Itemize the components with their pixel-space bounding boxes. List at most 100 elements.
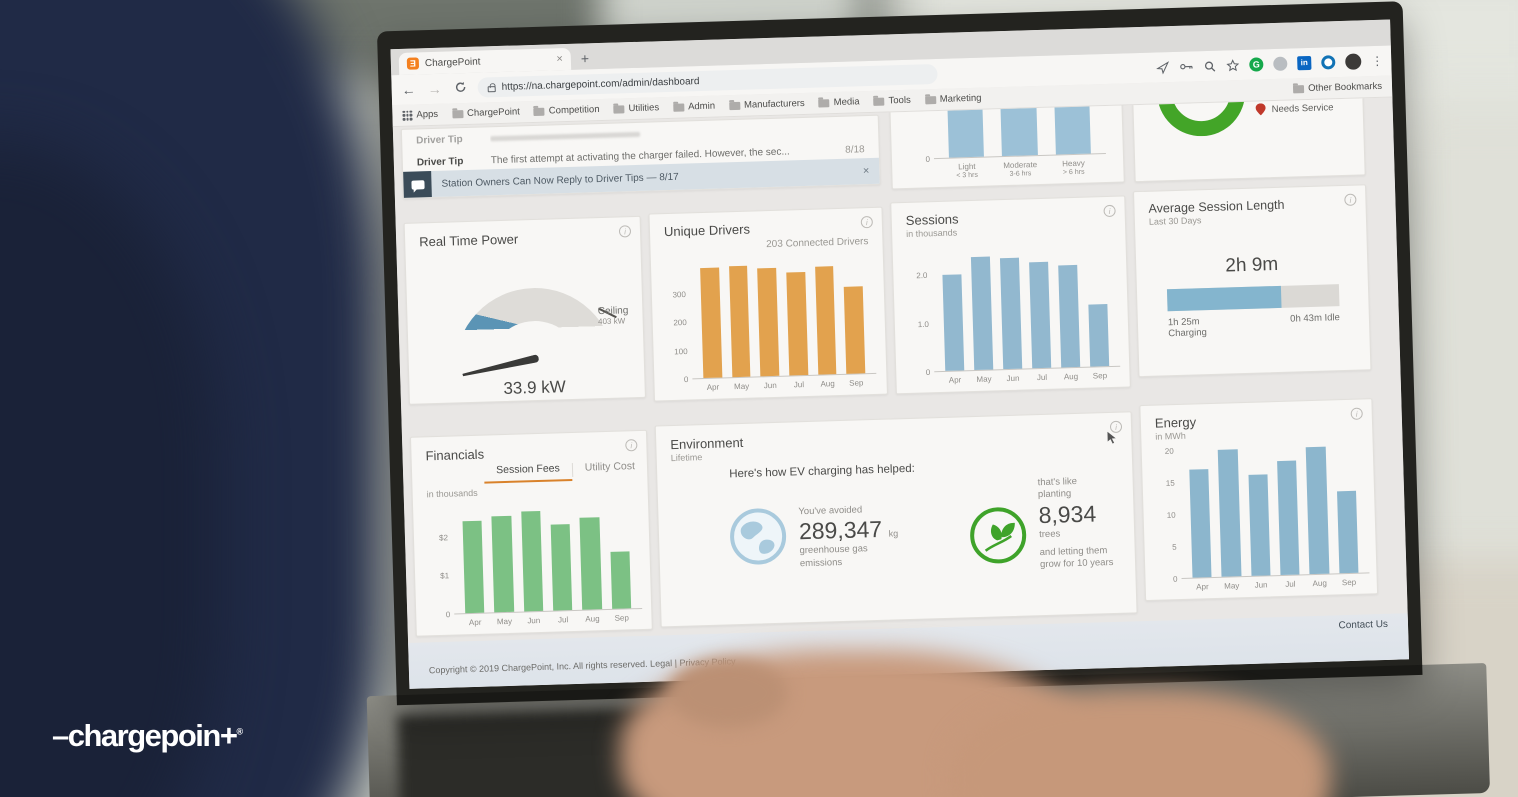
legend-text: Needs Service — [1271, 101, 1334, 115]
legend-item-needs-service: Needs Service — [1255, 98, 1334, 118]
bookmark-media[interactable]: Media — [818, 96, 860, 108]
extension-grammarly-icon[interactable]: G — [1249, 57, 1264, 72]
avg-session-length-card: Average Session Length i Last 30 Days 2h… — [1133, 184, 1372, 378]
x-tick: Jul — [793, 380, 805, 390]
folder-icon — [613, 104, 625, 114]
y-tick: 10 — [1166, 510, 1176, 521]
charging-label: 1h 25m Charging — [1167, 316, 1207, 340]
extension-linkedin-icon[interactable]: in — [1297, 55, 1312, 71]
laptop-bezel: Ǝ ChargePoint × + ← → https://na.cha — [376, 1, 1423, 700]
bar — [1189, 469, 1212, 578]
banner-text: Station Owners Can Now Reply to Driver T… — [441, 171, 679, 190]
tab-close-icon[interactable]: × — [556, 53, 564, 66]
planting-label: that's like planting — [1037, 476, 1078, 501]
y-tick: 0 — [1172, 574, 1178, 584]
new-tab-button[interactable]: + — [580, 50, 590, 67]
sessions-card: Sessions i in thousands 0 1.0 2.0 Apr May Jun… — [890, 195, 1131, 395]
bar — [1029, 262, 1052, 369]
session-split-bar — [1166, 284, 1340, 312]
apps-grid-icon — [402, 110, 413, 121]
bar — [1336, 490, 1359, 574]
station-status-card: Needs Service — [1131, 97, 1366, 183]
x-tick: Moderate 3-6 hrs — [1003, 160, 1038, 179]
laptop-screen: Ǝ ChargePoint × + ← → https://na.cha — [390, 19, 1410, 689]
bar — [1248, 474, 1271, 576]
legal-link[interactable]: Legal — [649, 658, 673, 669]
bookmark-utilities[interactable]: Utilities — [613, 102, 659, 114]
refresh-button[interactable] — [451, 80, 469, 97]
banner-close-icon[interactable]: × — [862, 165, 870, 178]
x-tick: Jul — [557, 615, 569, 625]
trees-desc: and letting them grow for 10 years — [1039, 545, 1114, 571]
y-tick: $1 — [440, 571, 450, 581]
bookmark-marketing[interactable]: Marketing — [924, 93, 982, 106]
bookmark-apps[interactable]: Apps — [402, 109, 438, 121]
folder-icon — [1293, 84, 1305, 93]
session-split-labels: 1h 25m Charging 0h 43m Idle — [1168, 312, 1341, 339]
dashboard-page: Driver Tip Driver Tip The first attempt … — [392, 97, 1410, 689]
sessions-chart: 0 1.0 2.0 Apr May Jun Jul Aug Sep — [903, 240, 1121, 387]
toolbar-icons: G in ⋮ — [1156, 53, 1383, 76]
folder-icon — [924, 95, 936, 104]
tab-session-fees[interactable]: Session Fees — [483, 459, 573, 484]
chargepoint-watermark-logo: –chargepoin+® — [52, 718, 244, 753]
user-finger — [668, 658, 788, 728]
y-tick: 2.0 — [916, 270, 928, 281]
driver-tip-label: Driver Tip — [416, 155, 464, 168]
status-legend: Needs Service — [1255, 97, 1334, 118]
driver-tips-card: Driver Tip Driver Tip The first attempt … — [400, 114, 881, 199]
y-tick: 0 — [925, 367, 931, 377]
avoided-desc: greenhouse gas emissions — [799, 543, 868, 569]
connected-drivers-subtitle: 203 Connected Drivers — [766, 236, 869, 251]
bar — [728, 265, 751, 378]
status-donut-arc — [1156, 97, 1247, 137]
folder-icon — [728, 101, 741, 110]
bookmark-star-icon[interactable] — [1226, 58, 1240, 72]
unique-drivers-chart: 0 100 200 300 Apr May Jun Jul Aug Sep — [661, 251, 877, 394]
bookmark-admin[interactable]: Admin — [673, 101, 715, 113]
x-tick: Sep — [849, 378, 864, 388]
bookmark-tools[interactable]: Tools — [873, 95, 911, 107]
back-button[interactable]: ← — [401, 81, 416, 98]
trees-value: 8,934 — [1038, 500, 1097, 528]
bar — [757, 267, 780, 377]
real-time-power-card: Real Time Power i Ceiling 403 kW 33. — [403, 215, 646, 405]
y-tick: 5 — [1172, 542, 1177, 552]
x-tick: Heavy > 6 hrs — [1062, 158, 1085, 177]
x-tick: Sep — [614, 613, 630, 623]
power-gauge — [452, 285, 617, 371]
bar — [579, 517, 602, 610]
x-tick: Sep — [1341, 577, 1357, 588]
bookmark-competition[interactable]: Competition — [533, 104, 600, 117]
x-tick: Aug — [1063, 371, 1079, 382]
other-bookmarks[interactable]: Other Bookmarks — [1293, 81, 1382, 95]
profile-avatar[interactable] — [1345, 53, 1362, 70]
energy-chart: 0 5 10 15 20 Apr May Jun Jul Aug Sep — [1150, 439, 1370, 593]
bookmark-manufacturers[interactable]: Manufacturers — [728, 98, 805, 111]
tab-utility-cost[interactable]: Utility Cost — [584, 460, 636, 474]
x-tick: Jun — [527, 616, 541, 626]
y-tick: $2 — [438, 532, 449, 543]
extension-icon[interactable] — [1273, 56, 1288, 72]
environment-heading: Here's how EV charging has helped: — [729, 462, 916, 481]
leaf-icon — [968, 506, 1028, 574]
environment-card: Environment Lifetime i Here's how EV cha… — [654, 411, 1138, 628]
folder-icon — [873, 97, 885, 106]
extension-icon[interactable] — [1321, 55, 1336, 70]
key-icon[interactable] — [1179, 60, 1193, 72]
x-tick: Aug — [1312, 578, 1327, 589]
search-icon[interactable] — [1203, 59, 1216, 72]
bar — [1306, 446, 1330, 575]
trees-unit: trees — [1038, 528, 1061, 540]
browser-toolbar: ← → https://na.chargepoint.com/admin/das… — [391, 45, 1392, 106]
y-tick: 300 — [672, 289, 687, 300]
chrome-menu-icon[interactable]: ⋮ — [1371, 53, 1384, 69]
x-tick: May — [976, 374, 992, 384]
contact-us-link[interactable]: Contact Us — [1338, 618, 1389, 632]
bookmark-chargepoint[interactable]: ChargePoint — [451, 106, 520, 119]
bar — [999, 258, 1023, 370]
forward-button[interactable]: → — [427, 80, 442, 98]
send-icon[interactable] — [1156, 60, 1170, 74]
